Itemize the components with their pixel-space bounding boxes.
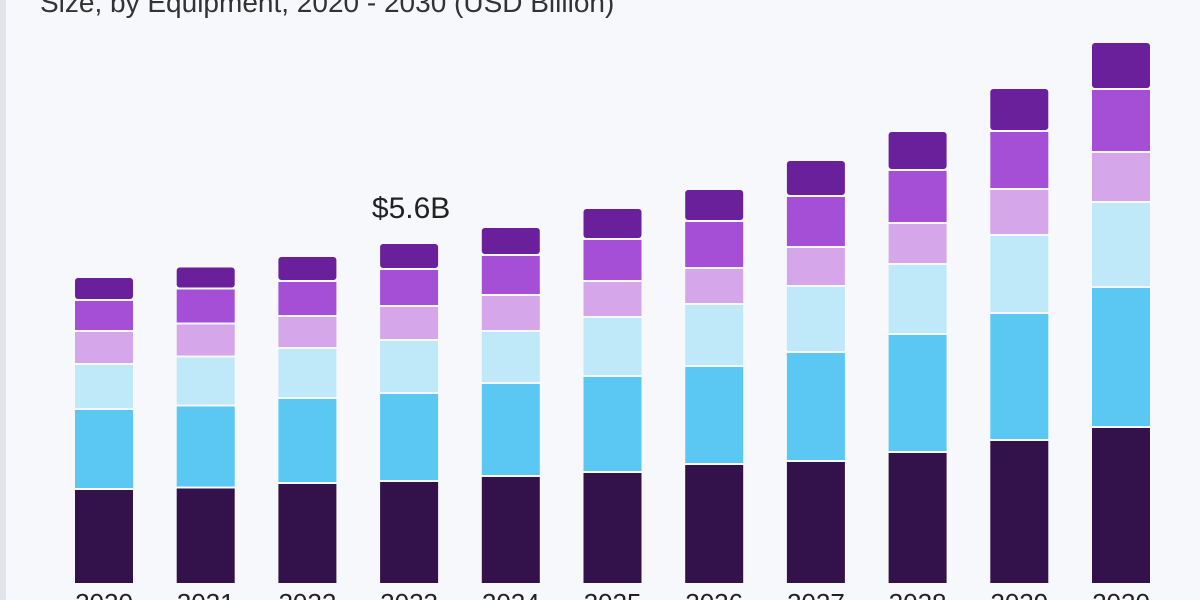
bar-segment-2027-6: [786, 161, 845, 195]
bar-segment-2026-5: [685, 222, 744, 267]
bar-segment-2026-4: [685, 269, 744, 303]
bar-segment-2025-2: [583, 377, 642, 471]
bar-segment-2022-6: [278, 257, 337, 280]
bar-segment-2025-6: [583, 209, 642, 238]
bar-segment-2026-1: [685, 465, 744, 583]
bar-segment-2020-1: [75, 490, 133, 583]
bar-segment-2021-1: [176, 488, 235, 583]
bar-segment-2026-3: [685, 305, 744, 365]
x-tick-label-2030: 2030: [1092, 588, 1150, 600]
bar-segment-2023-6: [380, 244, 439, 268]
bar-segment-2020-3: [75, 365, 133, 408]
x-tick-label-2026: 2026: [685, 588, 743, 600]
bar-stack-2022: [278, 257, 337, 583]
bar-segment-2030-2: [1092, 288, 1150, 426]
bar-segment-2020-4: [75, 332, 133, 363]
bar-segment-2023-2: [380, 394, 439, 480]
x-tick-label-2028: 2028: [889, 588, 947, 600]
bar-stack-2026: [685, 190, 744, 583]
bar-segment-2029-2: [990, 314, 1049, 439]
bar-segment-2023-4: [380, 307, 439, 339]
x-tick-label-2024: 2024: [482, 588, 540, 600]
bar-segment-2023-1: [380, 482, 439, 583]
bar-segment-2028-6: [888, 132, 947, 169]
bar-segment-2025-4: [583, 282, 642, 316]
bar-segment-2020-6: [75, 278, 133, 299]
bar-segment-2022-3: [278, 349, 337, 397]
bar-segment-2029-4: [990, 190, 1049, 234]
bar-segment-2029-5: [990, 132, 1049, 188]
bar-segment-2029-6: [990, 89, 1049, 130]
bar-segment-2027-5: [786, 197, 845, 246]
bar-stack-2027: [786, 161, 845, 583]
bar-stack-2028: [888, 132, 947, 583]
bar-segment-2027-2: [786, 353, 845, 460]
bar-segment-2020-5: [75, 301, 133, 330]
x-tick-label-2021: 2021: [177, 588, 235, 600]
bar-segment-2023-3: [380, 341, 439, 392]
bar-segment-2025-3: [583, 318, 642, 375]
bar-stack-2021: [176, 267, 235, 583]
bar-segment-2022-2: [278, 399, 337, 482]
x-tick-label-2029: 2029: [990, 588, 1048, 600]
bar-segment-2021-5: [176, 289, 235, 323]
bar-segment-2030-6: [1092, 43, 1150, 88]
bar-stack-2020: [75, 278, 133, 583]
bar-segment-2020-2: [75, 410, 133, 488]
bar-segment-2028-4: [888, 224, 947, 263]
bar-segment-2021-3: [176, 357, 235, 405]
bar-segment-2030-3: [1092, 203, 1150, 286]
bar-stack-2030: [1092, 43, 1150, 583]
bar-segment-2025-1: [583, 473, 642, 583]
bar-stack-2024: [481, 228, 540, 583]
bar-segment-2026-2: [685, 367, 744, 463]
bar-segment-2030-5: [1092, 90, 1150, 151]
bar-segment-2023-5: [380, 270, 439, 305]
bar-stack-2023: [380, 244, 439, 583]
bar-segment-2029-3: [990, 236, 1049, 312]
bar-segment-2029-1: [990, 441, 1049, 583]
x-tick-label-2022: 2022: [278, 588, 336, 600]
bar-segment-2030-1: [1092, 428, 1150, 583]
x-tick-label-2027: 2027: [787, 588, 845, 600]
bar-segment-2027-4: [786, 248, 845, 285]
bar-segment-2024-2: [481, 384, 540, 475]
bar-segment-2024-4: [481, 296, 540, 330]
bar-segment-2021-2: [176, 406, 235, 487]
bar-segment-2022-1: [278, 484, 337, 583]
bar-segment-2021-4: [176, 324, 235, 356]
bar-segment-2025-5: [583, 240, 642, 280]
bar-segment-2030-4: [1092, 153, 1150, 201]
x-tick-label-2025: 2025: [584, 588, 642, 600]
bar-segment-2028-1: [888, 453, 947, 583]
bar-segment-2022-4: [278, 317, 337, 347]
bar-segment-2024-3: [481, 332, 540, 382]
bar-segment-2021-6: [176, 267, 235, 288]
bar-stack-2025: [583, 209, 642, 583]
bar-segment-2026-6: [685, 190, 744, 220]
bar-segment-2028-2: [888, 335, 947, 451]
bar-segment-2024-6: [481, 228, 540, 254]
x-tick-label-2023: 2023: [380, 588, 438, 600]
bar-segment-2027-3: [786, 287, 845, 351]
bar-segment-2028-5: [888, 171, 947, 222]
bar-segment-2028-3: [888, 265, 947, 333]
annotation-total-2023: $5.6B: [372, 192, 450, 225]
bar-segment-2027-1: [786, 462, 845, 583]
bar-segment-2022-5: [278, 282, 337, 315]
bar-segment-2024-5: [481, 256, 540, 294]
chart-subtitle: Size, by Equipment, 2020 - 2030 (USD Bil…: [40, 0, 615, 18]
x-tick-label-2020: 2020: [75, 588, 133, 600]
bar-stack-2029: [990, 89, 1049, 583]
bar-segment-2024-1: [481, 477, 540, 583]
left-edge-divider: [0, 0, 6, 600]
